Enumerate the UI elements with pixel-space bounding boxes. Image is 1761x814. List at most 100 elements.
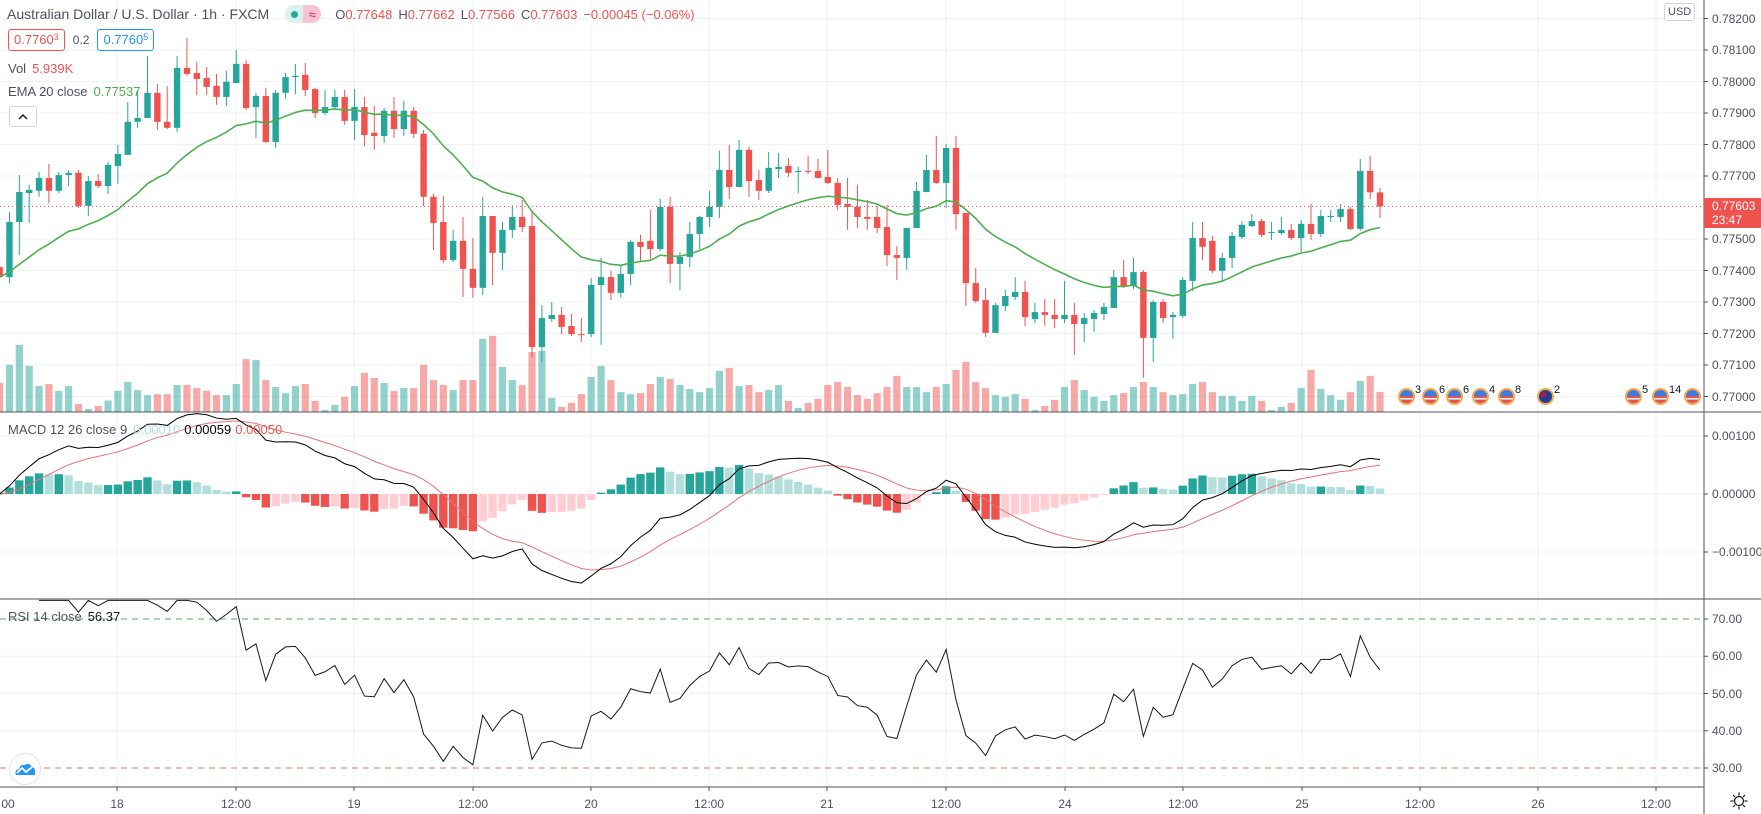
volume-bar	[765, 390, 773, 412]
volume-bar	[922, 392, 931, 412]
macd-legend[interactable]: MACD 12 26 close 9 0.00010 0.00059 0.00050	[8, 422, 282, 437]
candle-body	[548, 314, 555, 320]
event-flag-icon-au[interactable]: 2	[1537, 384, 1560, 405]
buy-price: 0.7760	[103, 32, 144, 47]
volume-bar	[735, 386, 743, 412]
rsi-tick-label: 30.00	[1712, 761, 1743, 775]
candle-body	[1002, 296, 1009, 307]
macd-histogram-bar	[94, 485, 103, 494]
macd-histogram-bar	[439, 494, 448, 528]
macd-histogram-bar	[370, 494, 379, 512]
macd-histogram-bar	[1178, 485, 1187, 494]
event-flag-icon-us[interactable]: 14	[1652, 384, 1681, 405]
volume-bar	[1041, 405, 1049, 412]
candle-body	[814, 170, 822, 178]
currency-button[interactable]: USD	[1664, 3, 1696, 21]
candle-body	[6, 221, 13, 278]
ema-legend[interactable]: EMA 20 close 0.77537	[8, 84, 141, 99]
candle-body	[1357, 170, 1364, 229]
macd-histogram-bar	[892, 494, 902, 513]
collapse-legend-button[interactable]	[9, 106, 37, 127]
candle-body	[1337, 209, 1344, 217]
candle-body	[164, 121, 171, 128]
macd-histogram-bar	[626, 477, 635, 494]
macd-histogram-bar	[222, 491, 231, 494]
candle-body	[1327, 216, 1334, 218]
candle	[617, 264, 624, 298]
volume-bar	[1198, 382, 1207, 412]
rsi-legend[interactable]: RSI 14 close 56.37	[8, 609, 120, 624]
volume-bar	[1149, 387, 1157, 412]
candle-body	[104, 164, 112, 187]
candle-body	[95, 181, 102, 187]
volume-bar	[360, 372, 369, 412]
candle-body	[65, 172, 72, 176]
volume-bar	[262, 379, 270, 412]
event-flag-icon-us[interactable]: 6	[1446, 384, 1469, 405]
macd-histogram-bar	[606, 489, 616, 494]
price-tick-label: 0.77700	[1712, 169, 1756, 183]
open-value: 0.77648	[345, 6, 393, 22]
candle	[1041, 298, 1048, 326]
macd-histogram-bar	[103, 485, 113, 494]
macd-histogram-bar	[951, 490, 961, 494]
volume-bar	[962, 361, 970, 412]
time-label: 21	[820, 797, 834, 811]
candle	[164, 85, 171, 130]
macd-histogram-bar	[1010, 494, 1020, 515]
candle	[1258, 218, 1265, 238]
candle-body	[952, 147, 960, 215]
candle-body	[844, 204, 851, 207]
time-label: 12:00	[1640, 797, 1672, 811]
volume-bar	[863, 398, 871, 412]
event-flag-icon-us[interactable]: 4	[1472, 384, 1495, 405]
close-value: 0.77603	[530, 6, 578, 22]
candle-body	[518, 216, 526, 228]
volume-legend[interactable]: Vol 5.939K	[8, 61, 73, 76]
candle-body	[45, 177, 53, 191]
candle-body	[361, 107, 368, 136]
event-flag-icon-us[interactable]: 5	[1625, 384, 1648, 405]
candle	[1307, 204, 1315, 240]
candle	[252, 92, 260, 138]
macd-histogram-bar	[379, 494, 389, 509]
volume-bar	[301, 384, 309, 412]
volume-bar	[666, 378, 674, 412]
event-count: 14	[1669, 384, 1682, 396]
market-status-badge[interactable]: ≈	[285, 5, 322, 23]
candle	[1228, 232, 1236, 268]
sell-button[interactable]: 0.77603	[8, 29, 65, 51]
last-price-label: 0.77603 23:47	[1704, 198, 1761, 228]
price-tick-label: 0.77400	[1712, 263, 1756, 278]
macd-histogram-bar	[527, 494, 537, 511]
candle	[479, 196, 486, 296]
volume-bar	[538, 351, 546, 412]
volume-bar	[390, 391, 398, 412]
candle	[1366, 155, 1374, 199]
event-flag-icon-us[interactable]	[1684, 388, 1701, 405]
candle	[400, 101, 408, 136]
candle-body	[607, 277, 615, 293]
event-flag-icon-us[interactable]: 3	[1398, 384, 1421, 405]
volume-bar	[1297, 388, 1305, 412]
candle	[242, 60, 250, 110]
symbol-title[interactable]: Australian Dollar / U.S. Dollar · 1h · F…	[7, 6, 270, 22]
event-flag-icon-us[interactable]: 8	[1498, 384, 1521, 405]
event-flag-icon-us[interactable]: 6	[1422, 384, 1445, 405]
volume-bar	[1100, 400, 1108, 412]
chart-settings-button[interactable]	[1730, 792, 1748, 814]
macd-histogram-bar	[271, 494, 280, 507]
candle	[85, 176, 92, 217]
volume-bar	[1080, 390, 1088, 412]
open-label: O	[335, 6, 346, 22]
candle-body	[1179, 279, 1186, 316]
candle	[1199, 221, 1206, 261]
macd-histogram-bar	[872, 494, 882, 507]
volume-bar	[173, 385, 181, 412]
volume-bar	[1139, 382, 1147, 412]
tradingview-logo[interactable]	[9, 753, 41, 785]
candle	[331, 90, 339, 109]
buy-button[interactable]: 0.77605	[97, 29, 155, 51]
